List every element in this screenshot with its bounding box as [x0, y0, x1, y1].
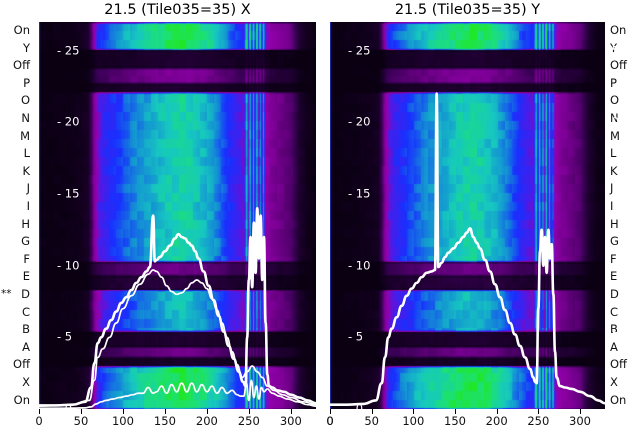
heatmap-canvas-x [39, 22, 316, 409]
x-tick-label-300: 300 [569, 414, 591, 428]
row-label-right-17: B [610, 322, 618, 337]
row-label-right-12: G [610, 234, 619, 249]
row-label-left-5: N [21, 111, 30, 126]
row-label-left-13: F [23, 251, 30, 266]
x-tick-mark-100 [122, 409, 124, 414]
x-tick-label-overflow: 0 [326, 414, 334, 428]
row-label-left-20: X [22, 374, 30, 389]
row-label-right-20: X [610, 374, 618, 389]
row-label-left-16: C [21, 304, 30, 319]
row-label-right-0: On [610, 23, 627, 38]
y-tick-right-25: 25 [315, 42, 330, 57]
row-label-left-8: K [22, 163, 30, 178]
x-tick-mark-0 [330, 409, 331, 414]
x-tick-label-50: 50 [73, 414, 89, 428]
trace-primary-envelope [39, 207, 316, 407]
row-labels-left-axis: On Y Off P O N M L K J I H G F E D C B A Off X On [0, 22, 34, 409]
row-label-left-2: Off [13, 58, 30, 73]
x-tick-mark-250 [248, 409, 250, 414]
x-tick-label-150: 150 [444, 414, 466, 428]
x-tick-mark-200 [496, 409, 498, 414]
row-label-right-8: K [610, 163, 618, 178]
row-label-right-14: E [610, 269, 618, 284]
row-label-right-9: J [610, 181, 614, 196]
x-tick-label-0: 0 [326, 414, 334, 428]
x-tick-label-250: 250 [527, 414, 550, 428]
trace-secondary-envelope [39, 269, 316, 407]
row-label-right-11: H [610, 216, 619, 231]
row-label-left-12: G [21, 234, 30, 249]
x-tick-label-50: 50 [364, 414, 379, 428]
row-label-right-21: On [610, 392, 627, 407]
y-tick-right-5: 5 [322, 329, 330, 344]
row-label-left-21: On [13, 392, 30, 407]
row-label-right-13: F [610, 251, 617, 266]
row-label-right-7: L [610, 146, 617, 161]
row-marker-asterisks: ** [1, 287, 12, 300]
x-tick-label-150: 150 [153, 414, 176, 428]
trace-overlay-x [39, 207, 316, 409]
x-tick-mark-100 [413, 409, 415, 414]
row-label-right-6: M [610, 128, 620, 143]
heatmap-panel-x[interactable] [39, 22, 316, 409]
y-tick-right-20: 20 [315, 114, 330, 129]
x-tick-label-0: 0 [35, 414, 43, 428]
x-tick-mark-50 [80, 409, 82, 414]
trace-baseline-ripple [39, 379, 316, 409]
heatmap-panel-y[interactable] [330, 22, 605, 409]
x-axis-panel-y: 0 50 100 150 200 250 300 [326, 409, 605, 439]
x-tick-label-200: 200 [195, 414, 218, 428]
x-tick-label-200: 200 [485, 414, 508, 428]
x-tick-mark-300 [290, 409, 292, 414]
row-label-left-4: O [20, 93, 30, 108]
x-tick-label-100: 100 [402, 414, 425, 428]
x-tick-mark-150 [164, 409, 166, 414]
trace-overlay-y [330, 92, 605, 407]
row-label-right-18: A [610, 339, 618, 354]
row-label-right-2: Off [610, 58, 627, 73]
row-label-right-10: I [610, 198, 614, 213]
y-tick-right-15: 15 [315, 186, 330, 201]
row-label-left-1: Y [22, 40, 30, 55]
row-label-left-0: On [13, 23, 30, 38]
x-tick-label-300: 300 [279, 414, 302, 428]
panel-title-y: 21.5 (Tile035=35) Y [394, 2, 541, 18]
row-label-right-19: Off [610, 357, 627, 372]
row-label-left-10: I [26, 198, 30, 213]
heatmap-canvas-y [330, 22, 605, 409]
row-label-left-14: E [22, 269, 30, 284]
row-label-left-18: A [22, 339, 30, 354]
row-label-left-9: J [26, 181, 30, 196]
x-tick-label-250: 250 [237, 414, 260, 428]
trace-primary-envelope [330, 92, 605, 407]
row-label-left-15: D [21, 286, 30, 301]
row-label-left-3: P [23, 75, 30, 90]
x-tick-mark-300 [580, 409, 581, 414]
row-label-left-11: H [21, 216, 30, 231]
row-label-left-6: M [20, 128, 30, 143]
x-tick-mark-0 [39, 409, 40, 414]
row-label-right-16: C [610, 304, 619, 319]
row-label-right-15: D [610, 286, 619, 301]
row-label-left-19: Off [13, 357, 30, 372]
x-tick-mark-150 [455, 409, 456, 414]
x-tick-mark-200 [206, 409, 208, 414]
y-tick-right-10: 10 [315, 257, 330, 272]
panel-title-x: 21.5 (Tile035=35) X [104, 2, 251, 18]
x-axis-panel-x: 0 50 100 150 200 250 300 0 [35, 409, 334, 439]
x-tick-label-100: 100 [111, 414, 134, 428]
x-tick-mark-50 [371, 409, 373, 414]
row-label-right-3: P [610, 75, 617, 90]
x-tick-mark-250 [538, 409, 540, 414]
row-label-left-17: B [22, 322, 30, 337]
row-label-left-7: L [23, 146, 30, 161]
row-label-right-4: O [610, 93, 620, 108]
row-labels-right-axis: On Y Off P O N M L K J I H G F E D C B A Off X On [606, 22, 640, 409]
row-label-right-1: Y [610, 40, 618, 55]
row-label-right-5: N [610, 111, 619, 126]
